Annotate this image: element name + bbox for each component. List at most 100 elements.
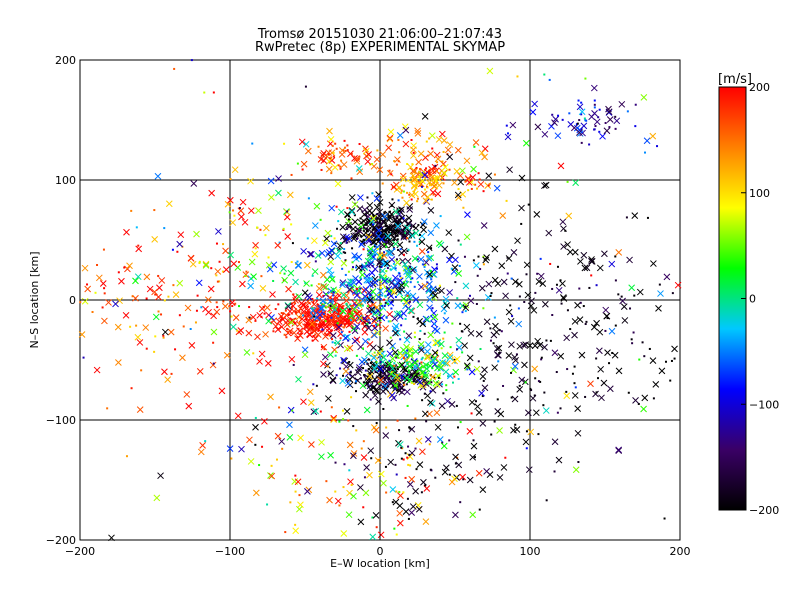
data-point-cross xyxy=(432,339,440,347)
data-point-dot xyxy=(482,307,485,310)
data-point-dot xyxy=(436,267,439,270)
data-point-dot xyxy=(274,308,277,311)
data-point-cross xyxy=(444,146,452,154)
data-point-dot xyxy=(343,282,346,285)
data-point-cross xyxy=(387,292,395,300)
data-point-cross xyxy=(93,366,101,374)
data-point-dot xyxy=(258,464,261,467)
data-point-dot xyxy=(447,375,450,378)
data-point-cross xyxy=(365,151,373,158)
data-point-cross xyxy=(606,385,614,393)
data-point-cross xyxy=(84,285,92,293)
data-point-cross xyxy=(356,364,363,371)
data-point-cross xyxy=(415,437,423,445)
data-point-cross xyxy=(366,372,374,380)
data-point-cross xyxy=(454,146,462,154)
data-point-dot xyxy=(408,453,411,456)
data-point-cross xyxy=(335,247,343,255)
data-point-dot xyxy=(287,313,290,316)
data-point-dot xyxy=(300,330,303,333)
data-point-dot xyxy=(454,462,457,465)
data-point-cross xyxy=(505,255,513,262)
data-point-dot xyxy=(638,358,641,361)
data-point-dot xyxy=(355,354,358,357)
data-point-cross xyxy=(365,289,373,297)
data-point-cross xyxy=(95,274,103,282)
data-point-dot xyxy=(398,206,401,209)
data-point-cross xyxy=(403,374,411,382)
data-point-dot xyxy=(314,260,317,263)
data-point-dot xyxy=(366,228,369,231)
data-point-dot xyxy=(352,266,355,269)
data-point-dot xyxy=(330,275,333,278)
data-point-cross xyxy=(478,389,485,397)
data-point-cross xyxy=(615,249,623,256)
data-point-dot xyxy=(222,300,225,303)
data-point-dot xyxy=(597,116,600,119)
data-point-dot xyxy=(233,214,236,217)
data-point-dot xyxy=(420,361,423,364)
data-point-cross xyxy=(416,461,424,469)
data-point-cross xyxy=(295,293,303,300)
data-point-dot xyxy=(379,218,382,221)
data-point-cross xyxy=(300,160,308,168)
data-point-cross xyxy=(387,128,395,136)
data-point-cross xyxy=(483,318,491,326)
data-point-dot xyxy=(443,312,446,315)
data-point-dot xyxy=(414,417,417,420)
data-point-dot xyxy=(160,313,163,316)
data-point-cross xyxy=(267,393,274,401)
data-point-cross xyxy=(376,199,384,206)
data-point-dot xyxy=(215,274,218,277)
data-point-cross xyxy=(334,252,342,260)
data-point-dot xyxy=(363,476,366,479)
data-point-dot xyxy=(395,533,398,536)
data-point-dot xyxy=(352,318,355,321)
data-point-dot xyxy=(673,357,676,360)
data-point-dot xyxy=(379,247,382,250)
data-point-cross xyxy=(372,511,380,519)
data-point-cross xyxy=(268,472,276,480)
data-point-cross xyxy=(327,258,335,266)
data-point-cross xyxy=(416,301,424,309)
data-point-cross xyxy=(290,329,298,337)
data-point-cross xyxy=(422,372,430,380)
data-point-cross xyxy=(580,122,588,130)
data-point-cross xyxy=(382,260,389,267)
data-point-cross xyxy=(416,318,423,325)
data-point-dot xyxy=(310,284,313,287)
data-point-cross xyxy=(360,454,368,461)
data-point-dot xyxy=(325,293,328,296)
data-point-dot xyxy=(331,291,334,294)
data-point-dot xyxy=(354,290,357,293)
data-point-cross xyxy=(330,303,338,310)
data-point-dot xyxy=(381,304,384,307)
data-point-cross xyxy=(230,323,237,331)
data-point-dot xyxy=(429,177,432,180)
data-point-dot xyxy=(490,433,493,436)
data-point-dot xyxy=(293,301,296,304)
data-point-dot xyxy=(418,362,421,365)
data-point-dot xyxy=(482,379,485,382)
data-point-cross xyxy=(283,321,291,329)
data-point-cross xyxy=(245,316,253,324)
data-point-dot xyxy=(556,411,559,414)
data-point-dot xyxy=(385,316,388,319)
data-point-dot xyxy=(270,464,273,467)
data-point-dot xyxy=(312,335,315,338)
data-point-dot xyxy=(403,330,406,333)
data-point-cross xyxy=(663,273,671,281)
data-point-dot xyxy=(405,359,408,362)
data-point-dot xyxy=(395,373,398,376)
data-point-cross xyxy=(421,282,429,290)
data-point-dot xyxy=(318,325,321,328)
data-point-cross xyxy=(535,278,543,285)
data-point-cross xyxy=(385,224,392,232)
data-point-dot xyxy=(386,303,389,306)
data-point-cross xyxy=(466,476,474,484)
data-point-cross xyxy=(426,270,434,278)
data-point-dot xyxy=(324,305,327,308)
data-point-cross xyxy=(434,155,442,163)
data-point-dot xyxy=(410,354,413,357)
